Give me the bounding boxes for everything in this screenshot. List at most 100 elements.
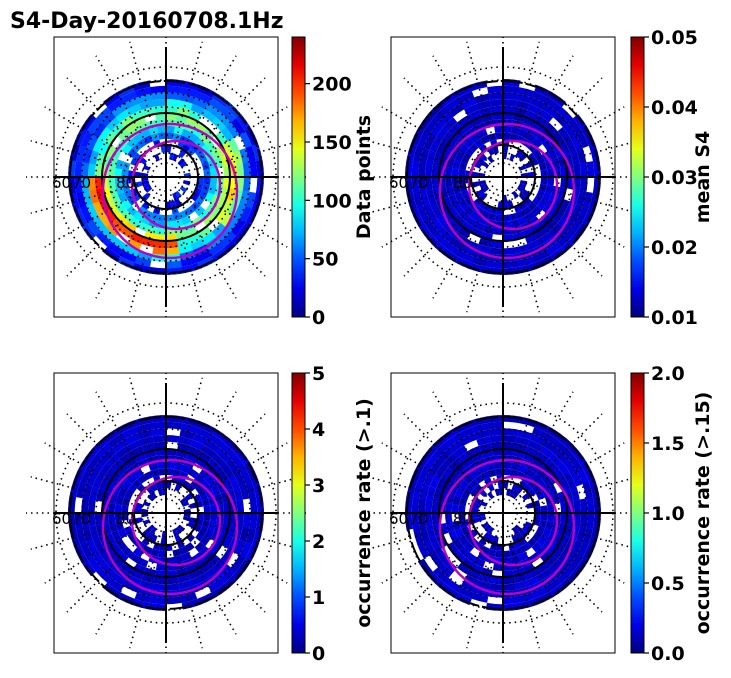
grid-spoke <box>511 528 574 635</box>
heat-cell <box>105 532 116 546</box>
heat-cell <box>105 480 116 494</box>
heat-cell <box>134 507 142 513</box>
heat-cell <box>573 177 582 191</box>
heat-cell <box>470 227 484 238</box>
heat-cell <box>160 145 167 153</box>
heat-cell <box>123 433 140 446</box>
heat-cell <box>114 504 122 513</box>
heat-cell <box>451 504 459 513</box>
heat-cell <box>436 141 448 155</box>
heat-cell <box>429 137 442 153</box>
heat-cell <box>458 143 469 155</box>
heat-cell <box>573 163 582 178</box>
heat-cell <box>487 260 503 269</box>
grid-spoke <box>44 521 151 584</box>
colorbar-tick-label: 0 <box>312 307 325 329</box>
heat-cell <box>116 214 129 227</box>
heat-cell <box>525 468 537 479</box>
heat-cell <box>99 141 111 155</box>
heat-cell <box>180 423 198 434</box>
heat-cell <box>461 557 474 569</box>
grid-spoke <box>174 192 237 299</box>
heat-cell <box>411 512 420 529</box>
heat-cell <box>465 552 478 564</box>
heat-cell <box>82 526 93 542</box>
heat-cell <box>524 521 533 529</box>
heat-cell <box>464 103 479 116</box>
heat-cell <box>86 539 99 556</box>
heat-cell <box>121 479 132 491</box>
heat-cell <box>460 97 477 110</box>
heat-cell <box>468 478 479 489</box>
heat-cell <box>542 103 558 118</box>
heat-cell <box>441 131 454 145</box>
heat-cell <box>233 203 246 220</box>
heat-cell <box>522 116 536 127</box>
heat-cell <box>586 513 595 529</box>
heat-cell <box>527 537 538 548</box>
heat-cell <box>107 577 124 593</box>
heat-cell <box>521 189 531 198</box>
grid-spoke <box>169 194 203 313</box>
heat-cell <box>121 209 133 222</box>
heat-cell <box>181 215 192 226</box>
heat-cell <box>423 454 439 471</box>
heat-cell <box>124 221 137 233</box>
colorbar-tick-label: 50 <box>312 249 338 271</box>
heat-cell <box>76 145 87 163</box>
colorbar-tick-label: 0.03 <box>651 167 698 189</box>
heat-cell <box>503 105 516 114</box>
heat-cell <box>487 526 494 535</box>
heat-cell <box>557 443 574 459</box>
heat-cell <box>123 244 140 257</box>
grid-spoke <box>515 77 603 165</box>
heat-cell <box>488 92 504 101</box>
heat-cell <box>190 103 206 116</box>
heat-cell <box>586 161 595 178</box>
heat-cell <box>531 541 543 553</box>
heat-cell <box>479 183 488 190</box>
heat-cell <box>418 512 427 528</box>
heat-cell <box>525 569 539 581</box>
heat-cell <box>165 221 175 229</box>
heat-cell <box>559 477 571 491</box>
heat-cell <box>195 427 212 440</box>
heat-cell <box>452 495 462 506</box>
grid-spoke <box>95 192 158 299</box>
heat-cell <box>210 206 222 219</box>
heat-cell <box>429 215 444 232</box>
heat-cell <box>521 492 531 501</box>
heat-cell <box>497 201 503 209</box>
heat-cell <box>239 542 252 559</box>
heat-cell <box>503 468 511 476</box>
grid-spoke <box>381 521 488 584</box>
grid-spoke <box>183 476 302 510</box>
heat-cell <box>216 532 227 546</box>
heat-cell <box>447 471 459 484</box>
heat-cell <box>96 442 112 459</box>
heat-cell <box>194 557 208 570</box>
heat-cell <box>444 433 461 449</box>
heat-cell <box>438 563 453 578</box>
heat-cell <box>133 468 144 479</box>
ring-label: 60 <box>52 174 71 192</box>
heat-cell <box>203 214 216 227</box>
heat-cell <box>423 539 436 556</box>
heat-cell <box>104 131 117 145</box>
ring-label: 60 <box>389 174 408 192</box>
heat-cell <box>502 557 512 565</box>
heat-cell <box>92 551 107 568</box>
heat-cell <box>576 206 589 223</box>
heat-cell <box>185 227 199 238</box>
heat-cell <box>544 184 554 195</box>
heat-cell <box>184 542 195 552</box>
heat-cell <box>471 507 479 513</box>
heat-cell <box>165 583 180 592</box>
heat-cell <box>215 209 228 223</box>
heat-cell <box>451 168 459 177</box>
heat-cell <box>86 118 102 135</box>
heat-cell <box>165 557 175 565</box>
heat-cell <box>173 219 184 228</box>
